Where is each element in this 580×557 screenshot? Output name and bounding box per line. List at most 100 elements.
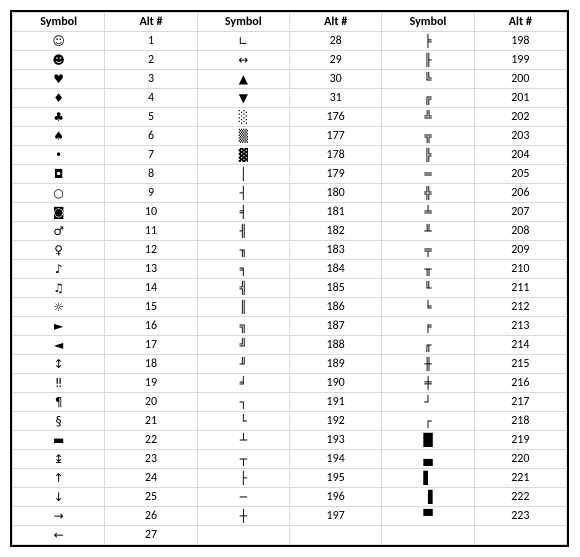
alt-cell: 195 (289, 469, 381, 488)
alt-cell: 28 (289, 32, 381, 51)
symbol-cell: ► (13, 317, 105, 336)
alt-cell: 12 (105, 241, 197, 260)
table-row: ↕18╜189╫215 (13, 355, 567, 374)
symbol-cell: ╫ (382, 355, 474, 374)
col-header-symbol: Symbol (13, 13, 105, 32)
symbol-cell: ╖ (197, 241, 289, 260)
table-row: ‼19╛190╪216 (13, 374, 567, 393)
alt-cell: 189 (289, 355, 381, 374)
col-header-alt: Alt # (474, 13, 566, 32)
alt-cell: 16 (105, 317, 197, 336)
alt-cell: 6 (105, 127, 197, 146)
symbol-cell: ╦ (382, 127, 474, 146)
table-row: ♀12╖183╤209 (13, 241, 567, 260)
alt-cell: 18 (105, 355, 197, 374)
symbol-cell: ┴ (197, 431, 289, 450)
alt-cell: 215 (474, 355, 566, 374)
table-row: ¶20┐191┘217 (13, 393, 567, 412)
col-header-symbol: Symbol (382, 13, 474, 32)
table-row: ►16╗187╒213 (13, 317, 567, 336)
table-row: ♥3▲30╚200 (13, 70, 567, 89)
alt-cell: 218 (474, 412, 566, 431)
symbol-cell: ╢ (197, 222, 289, 241)
alt-cell: 208 (474, 222, 566, 241)
symbol-cell: ╩ (382, 108, 474, 127)
alt-cell: 5 (105, 108, 197, 127)
symbol-cell: ◘ (13, 165, 105, 184)
alt-cell: 8 (105, 165, 197, 184)
symbol-cell: ▓ (197, 146, 289, 165)
alt-cell: 188 (289, 336, 381, 355)
alt-cell: 206 (474, 184, 566, 203)
symbol-cell: ○ (13, 184, 105, 203)
symbol-cell: ╠ (382, 146, 474, 165)
alt-cell: 25 (105, 488, 197, 507)
symbol-cell: ╗ (197, 317, 289, 336)
table-row: ◘8│179═205 (13, 165, 567, 184)
alt-cell: 178 (289, 146, 381, 165)
symbol-cell: ¶ (13, 393, 105, 412)
symbol-cell: ╞ (382, 32, 474, 51)
alt-cell: 209 (474, 241, 566, 260)
symbol-cell: ╘ (382, 298, 474, 317)
table-row: ♦4▼31╔201 (13, 89, 567, 108)
symbol-cell: ◙ (13, 203, 105, 222)
symbol-cell: ├ (197, 469, 289, 488)
alt-cell: 222 (474, 488, 566, 507)
symbol-cell: ╚ (382, 70, 474, 89)
alt-cell: 190 (289, 374, 381, 393)
symbol-cell: ║ (197, 298, 289, 317)
table-row: ☼15║186╘212 (13, 298, 567, 317)
table-row: ↨23┬194▄220 (13, 450, 567, 469)
symbol-cell: ♦ (13, 89, 105, 108)
alt-cell: 3 (105, 70, 197, 89)
symbol-cell: ♀ (13, 241, 105, 260)
symbol-cell: ░ (197, 108, 289, 127)
symbol-cell: ╤ (382, 241, 474, 260)
table-body: ☺1∟28╞198☻2↔29╟199♥3▲30╚200♦4▼31╔201♣5░1… (13, 32, 567, 545)
symbol-cell: ╬ (382, 184, 474, 203)
symbol-cell: ┬ (197, 450, 289, 469)
table-row: ☻2↔29╟199 (13, 51, 567, 70)
alt-cell: 180 (289, 184, 381, 203)
table-row: ♂11╢182╨208 (13, 222, 567, 241)
symbol-cell: ↑ (13, 469, 105, 488)
alt-cell: 217 (474, 393, 566, 412)
alt-cell: 17 (105, 336, 197, 355)
symbol-cell: ▲ (197, 70, 289, 89)
table-row: •7▓178╠204 (13, 146, 567, 165)
symbol-cell: ╡ (197, 203, 289, 222)
alt-cell: 29 (289, 51, 381, 70)
symbol-cell: ◄ (13, 336, 105, 355)
table-row: ↑24├195▌221 (13, 469, 567, 488)
col-header-symbol: Symbol (197, 13, 289, 32)
alt-cell: 185 (289, 279, 381, 298)
alt-cell: 191 (289, 393, 381, 412)
symbol-cell: ╝ (197, 336, 289, 355)
alt-cell (289, 526, 381, 545)
alt-cell: 176 (289, 108, 381, 127)
symbol-cell: ╪ (382, 374, 474, 393)
alt-cell: 220 (474, 450, 566, 469)
symbol-cell: ∟ (197, 32, 289, 51)
symbol-cell: ╣ (197, 279, 289, 298)
symbol-cell: ╛ (197, 374, 289, 393)
symbol-cell: ╧ (382, 203, 474, 222)
alt-cell: 23 (105, 450, 197, 469)
symbol-cell: ╙ (382, 279, 474, 298)
alt-cell: 31 (289, 89, 381, 108)
alt-cell: 177 (289, 127, 381, 146)
symbol-cell: ↕ (13, 355, 105, 374)
symbol-cell: │ (197, 165, 289, 184)
alt-cell: 193 (289, 431, 381, 450)
alt-cell: 30 (289, 70, 381, 89)
symbol-cell: ┘ (382, 393, 474, 412)
alt-cell: 14 (105, 279, 197, 298)
alt-cell: 20 (105, 393, 197, 412)
symbol-cell: ┌ (382, 412, 474, 431)
alt-cell: 13 (105, 260, 197, 279)
table-row: ○9┤180╬206 (13, 184, 567, 203)
symbol-cell: ☻ (13, 51, 105, 70)
alt-cell: 15 (105, 298, 197, 317)
symbol-cell: ╥ (382, 260, 474, 279)
